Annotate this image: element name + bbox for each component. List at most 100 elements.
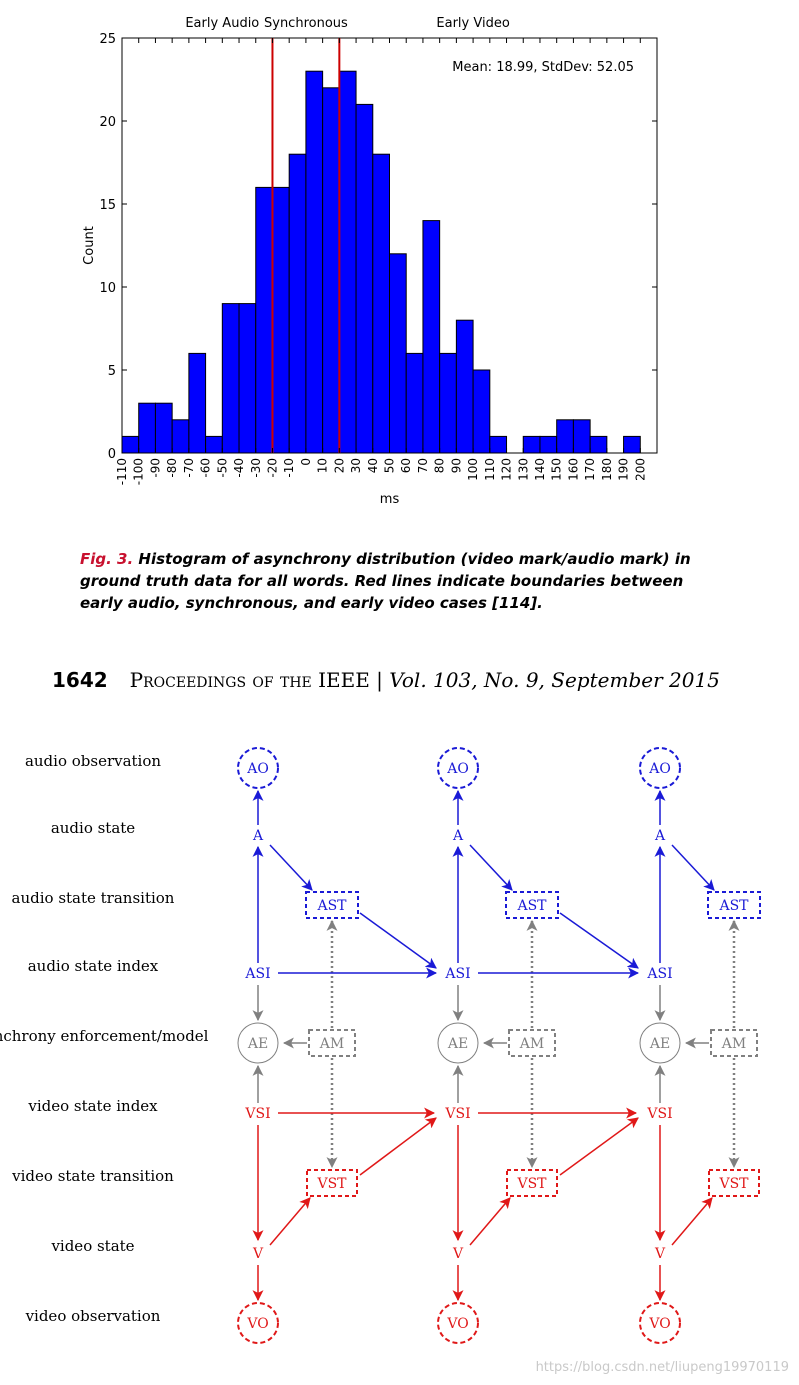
x-tick-label: 100 xyxy=(466,458,480,481)
audio-observation-node xyxy=(237,747,279,789)
x-tick-label: -30 xyxy=(249,458,263,478)
region-label: Synchronous xyxy=(264,16,348,31)
video-observation-label: VO xyxy=(246,1316,268,1332)
x-tick-label: 200 xyxy=(633,458,647,481)
histogram-bar xyxy=(572,419,591,454)
histogram-bar xyxy=(271,186,290,454)
y-tick-label: 20 xyxy=(99,115,116,130)
histogram-bar xyxy=(221,303,240,454)
row-label: audio state transition xyxy=(12,889,175,907)
caption-text: Histogram of asynchrony distribution (vi… xyxy=(80,550,691,612)
diagram-arrow xyxy=(269,1197,311,1246)
histogram-bar xyxy=(255,186,273,454)
diagram-arrow xyxy=(359,1117,437,1176)
x-tick-label: 120 xyxy=(500,458,514,481)
diagram-arrow xyxy=(671,844,715,891)
video-state-transition-node xyxy=(506,1169,558,1197)
y-tick-label: 15 xyxy=(99,198,116,213)
audio-state-index-label: ASI xyxy=(646,966,672,982)
x-tick-label: 130 xyxy=(516,458,530,481)
row-label: synchrony enforcement/model xyxy=(0,1027,209,1045)
diagram-arrow xyxy=(671,1197,713,1246)
x-tick-label: 90 xyxy=(449,458,463,473)
x-axis-label: ms xyxy=(380,492,400,507)
row-label: video observation xyxy=(25,1307,161,1325)
y-tick-label: 25 xyxy=(99,32,116,47)
audio-state-transition-node xyxy=(707,891,761,919)
x-tick-label: 50 xyxy=(383,458,397,473)
histogram-bar xyxy=(121,435,140,454)
audio-state-transition-node xyxy=(505,891,559,919)
video-state-label: V xyxy=(452,1246,464,1262)
histogram-bar xyxy=(322,87,340,454)
x-tick-label: -50 xyxy=(215,458,229,478)
diagram-arrow xyxy=(559,1117,639,1176)
audio-state-transition-label: AST xyxy=(718,898,749,914)
sync-model-diagram: AO A AST ASI AE AM VSI VST V VO AO A AST ASI AE AM VSI VS… xyxy=(0,747,761,1344)
x-tick-label: 150 xyxy=(550,458,564,481)
diagram-arrow xyxy=(359,912,437,969)
row-label: video state xyxy=(50,1237,134,1255)
histogram-bar xyxy=(138,402,156,454)
audio-state-index-label: ASI xyxy=(244,966,270,982)
video-state-transition-label: VST xyxy=(316,1176,347,1192)
audio-observation-label: AO xyxy=(246,761,269,777)
histogram-bar xyxy=(188,352,207,454)
x-tick-label: 30 xyxy=(349,458,363,473)
figure-caption: Fig. 3. Histogram of asynchrony distribu… xyxy=(80,548,720,614)
video-observation-node xyxy=(237,1302,279,1344)
histogram-bar xyxy=(288,153,307,454)
caption-label: Fig. 3. xyxy=(80,550,134,568)
audio-observation-label: AO xyxy=(648,761,671,777)
row-label: audio state xyxy=(51,819,135,837)
histogram-bar xyxy=(455,319,474,454)
x-tick-label: 140 xyxy=(533,458,547,481)
row-label: audio observation xyxy=(25,752,161,770)
histogram-bar xyxy=(205,435,223,454)
x-tick-label: -100 xyxy=(132,458,146,485)
video-state-transition-node xyxy=(306,1169,358,1197)
audio-observation-node xyxy=(639,747,681,789)
histogram-bar xyxy=(238,303,257,454)
x-tick-label: 80 xyxy=(433,458,447,473)
histogram-bar xyxy=(439,352,457,454)
sync-model-label: AM xyxy=(721,1036,746,1052)
x-tick-label: -70 xyxy=(182,458,196,478)
sync-enforcement-label: AE xyxy=(649,1036,670,1052)
audio-state-transition-label: AST xyxy=(516,898,547,914)
video-state-index-label: VSI xyxy=(444,1106,470,1122)
histogram-bar xyxy=(389,253,407,454)
y-tick-label: 0 xyxy=(108,447,116,462)
diagram-arrow xyxy=(469,1197,511,1246)
histogram-bar xyxy=(539,435,558,454)
row-label: audio state index xyxy=(28,957,159,975)
histogram-bar xyxy=(372,153,390,454)
x-tick-label: -80 xyxy=(165,458,179,478)
x-tick-label: -10 xyxy=(282,458,296,478)
x-tick-label: 10 xyxy=(316,458,330,473)
x-tick-label: 0 xyxy=(299,458,313,466)
x-tick-label: 20 xyxy=(332,458,346,473)
x-tick-label: 110 xyxy=(483,458,497,481)
region-label: Early Audio xyxy=(185,16,259,31)
histogram-bar xyxy=(556,419,574,454)
x-tick-label: 180 xyxy=(600,458,614,481)
histogram-bar xyxy=(171,419,190,454)
audio-observation-label: AO xyxy=(446,761,469,777)
region-label: Early Video xyxy=(436,16,509,31)
row-label: video state index xyxy=(27,1097,158,1115)
journal-name: Proceedings of the IEEE xyxy=(129,668,370,692)
sync-model-node xyxy=(508,1029,556,1057)
row-label: video state transition xyxy=(11,1167,174,1185)
x-tick-label: -90 xyxy=(148,458,162,478)
histogram-bar xyxy=(522,435,541,454)
watermark: https://blog.csdn.net/liupeng19970119 xyxy=(535,1360,789,1375)
audio-observation-node xyxy=(437,747,479,789)
y-tick-label: 10 xyxy=(99,281,116,296)
x-tick-label: 40 xyxy=(366,458,380,473)
x-tick-label: -20 xyxy=(265,458,279,478)
histogram-bar xyxy=(422,220,441,454)
x-tick-label: 60 xyxy=(399,458,413,473)
x-tick-label: 170 xyxy=(583,458,597,481)
